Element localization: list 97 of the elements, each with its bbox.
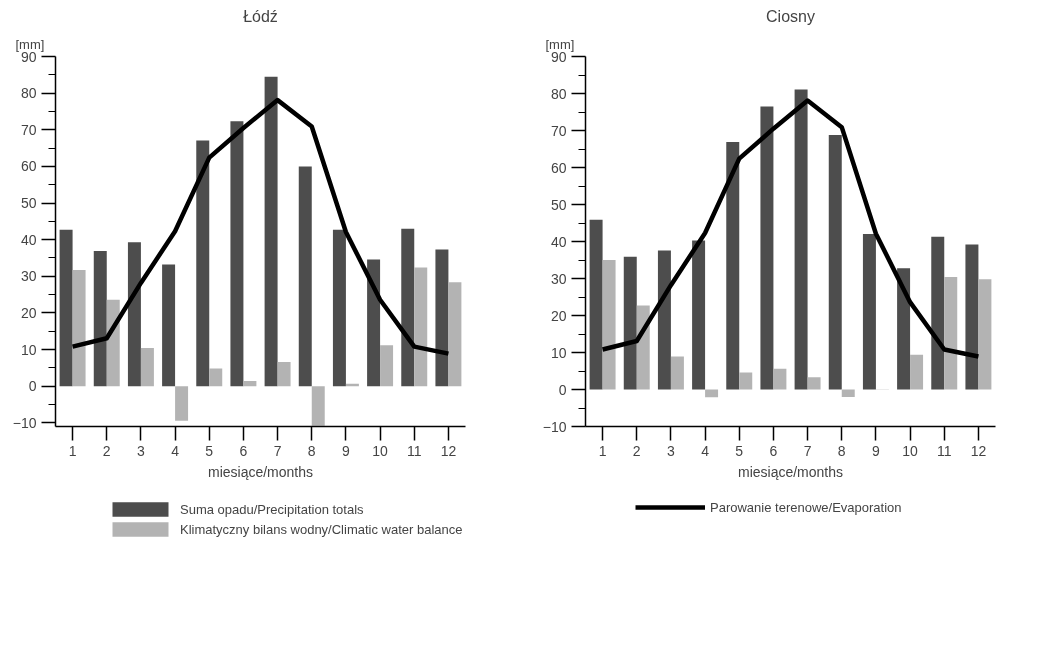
bar bbox=[726, 141, 740, 390]
x-tick-label: 4 bbox=[701, 442, 710, 459]
x-tick-label: 10 bbox=[372, 442, 389, 459]
bar bbox=[657, 250, 671, 390]
x-tick-label: 6 bbox=[769, 442, 778, 459]
bar bbox=[72, 270, 86, 387]
bar bbox=[602, 260, 616, 390]
x-tick-label: 5 bbox=[735, 442, 744, 459]
bar bbox=[828, 134, 842, 390]
bar bbox=[944, 277, 958, 390]
bar bbox=[841, 389, 855, 397]
bar bbox=[978, 279, 992, 390]
bar bbox=[196, 140, 210, 387]
x-tick-label: 11 bbox=[406, 442, 422, 459]
y-tick-label: 60 bbox=[550, 159, 567, 176]
x-tick-label: 3 bbox=[137, 442, 146, 459]
y-tick-label: 40 bbox=[550, 233, 567, 250]
y-tick-label: 10 bbox=[550, 344, 567, 361]
bar bbox=[897, 268, 911, 390]
y-tick-label: 30 bbox=[20, 268, 37, 285]
bar bbox=[794, 89, 808, 390]
bar bbox=[448, 282, 462, 387]
bar bbox=[435, 249, 449, 387]
chart-title: Ciosny bbox=[766, 7, 815, 25]
y-tick-label: −10 bbox=[12, 414, 37, 431]
legend-label: Klimatyczny bilans wodny/Climatic water balance bbox=[180, 521, 463, 537]
text: Parowanie terenowe/Evaporation bbox=[710, 499, 902, 515]
x-tick-label: 12 bbox=[970, 442, 987, 459]
y-tick-label: 60 bbox=[20, 158, 37, 175]
x-tick-label: 7 bbox=[273, 442, 282, 459]
x-tick-label: 7 bbox=[803, 442, 812, 459]
x-tick-label: 1 bbox=[598, 442, 607, 459]
x-axis-title: miesiące/months bbox=[207, 463, 314, 480]
bar bbox=[59, 229, 73, 387]
bar bbox=[243, 381, 257, 387]
y-tick-label: 80 bbox=[20, 85, 37, 102]
y-tick-label: 20 bbox=[550, 307, 567, 324]
line-series bbox=[70, 97, 451, 356]
y-tick-label: 30 bbox=[550, 270, 567, 287]
x-tick-label: 9 bbox=[342, 442, 351, 459]
x-tick-label: 2 bbox=[102, 442, 111, 459]
bar bbox=[862, 234, 876, 390]
x-tick-label: 8 bbox=[307, 442, 316, 459]
bar bbox=[230, 121, 244, 387]
y-tick-label: 0 bbox=[558, 381, 567, 398]
bar bbox=[910, 354, 924, 390]
bar bbox=[401, 228, 415, 387]
x-tick-label: 9 bbox=[872, 442, 881, 459]
bar bbox=[264, 76, 278, 387]
y-tick-label: −10 bbox=[542, 418, 567, 435]
bar bbox=[965, 244, 979, 390]
bar bbox=[298, 166, 312, 387]
bar bbox=[589, 219, 603, 390]
bar bbox=[209, 368, 223, 387]
bar bbox=[760, 106, 774, 390]
y-tick-label: 80 bbox=[550, 85, 567, 102]
bar bbox=[311, 386, 325, 426]
bar bbox=[623, 256, 637, 390]
y-tick-label: 10 bbox=[20, 341, 37, 358]
bar bbox=[773, 368, 787, 390]
y-tick-label: 70 bbox=[550, 122, 567, 139]
line-series bbox=[600, 98, 981, 359]
x-tick-label: 6 bbox=[239, 442, 248, 459]
bar bbox=[692, 240, 706, 390]
bar bbox=[93, 251, 107, 387]
x-tick-label: 4 bbox=[171, 442, 180, 459]
bar bbox=[162, 264, 176, 387]
y-tick-label: 0 bbox=[28, 378, 37, 395]
x-tick-label: 11 bbox=[936, 442, 952, 459]
chart-title: Łódź bbox=[243, 7, 278, 25]
bar bbox=[175, 386, 189, 421]
bar bbox=[127, 242, 141, 387]
legend-label: Suma opadu/Precipitation totals bbox=[180, 501, 364, 517]
x-axis-title: miesiące/months bbox=[737, 463, 844, 480]
bar bbox=[367, 259, 381, 387]
bar bbox=[739, 372, 753, 390]
y-tick-label: 40 bbox=[20, 231, 37, 248]
bar bbox=[277, 362, 291, 387]
x-tick-label: 8 bbox=[837, 442, 846, 459]
y-tick-label: 50 bbox=[20, 195, 37, 212]
bar bbox=[705, 389, 719, 398]
y-tick-label: 70 bbox=[20, 121, 37, 138]
x-tick-label: 5 bbox=[205, 442, 214, 459]
x-tick-label: 1 bbox=[68, 442, 77, 459]
x-tick-label: 2 bbox=[632, 442, 641, 459]
bar bbox=[332, 229, 346, 387]
bar bbox=[670, 356, 684, 390]
x-tick-label: 3 bbox=[667, 442, 676, 459]
bar bbox=[140, 348, 154, 387]
bar bbox=[380, 345, 394, 387]
y-tick-label: 20 bbox=[20, 304, 37, 321]
bar bbox=[931, 236, 945, 390]
y-tick-label: 50 bbox=[550, 196, 567, 213]
x-tick-label: 12 bbox=[440, 442, 457, 459]
x-tick-label: 10 bbox=[902, 442, 919, 459]
bar bbox=[414, 267, 428, 387]
bar bbox=[807, 377, 821, 390]
